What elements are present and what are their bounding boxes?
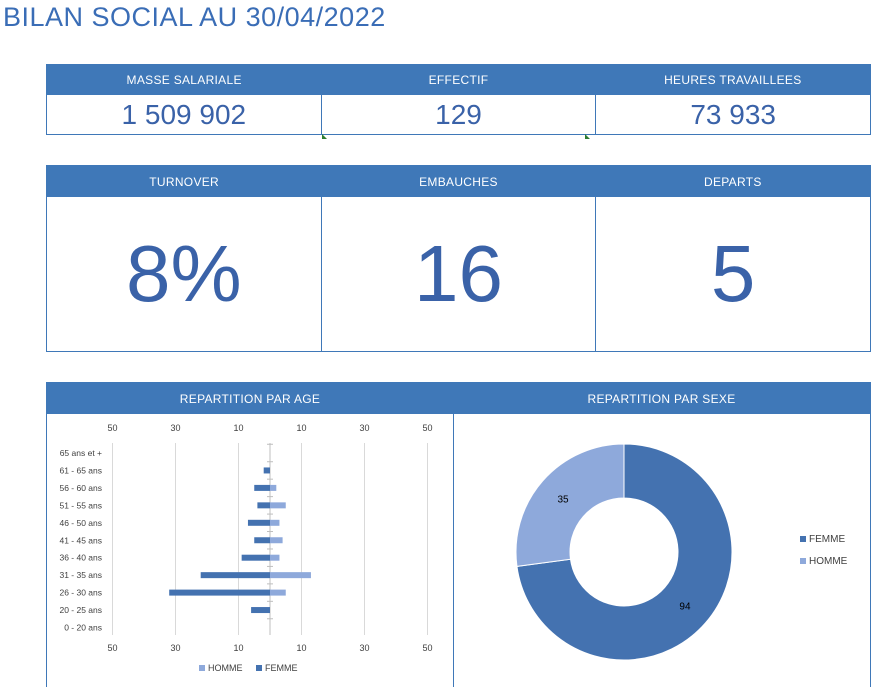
turnover-label: TURNOVER (149, 174, 220, 189)
category-label: 0 - 20 ans (64, 623, 102, 633)
femme-bar (241, 554, 270, 561)
category-label: 46 - 50 ans (59, 518, 102, 528)
femme-bar (169, 589, 270, 596)
category-label: 56 - 60 ans (59, 483, 102, 493)
x-tick-label-bottom: 50 (422, 643, 432, 653)
age-pyramid-chart: 50 50 30 30 10 10 10 10 30 30 50 50 65 ans et + 61 - … (59, 423, 432, 673)
chart-divider (453, 414, 454, 687)
category-label: 61 - 65 ans (59, 465, 102, 475)
masse-salariale-label: MASSE SALARIALE (126, 73, 242, 87)
age-chart-title: REPARTITION PAR AGE (179, 391, 321, 406)
cell-comment-marker (585, 134, 590, 139)
legend-label-femme: FEMME (809, 534, 845, 545)
legend-label-femme: FEMME (265, 663, 298, 673)
homme-bar (270, 537, 283, 544)
x-tick-label-top: 10 (296, 423, 306, 433)
kpi-header-bottom: TURNOVER EMBAUCHES DEPARTS (47, 166, 870, 197)
page-title: BILAN SOCIAL AU 30/04/2022 (3, 2, 386, 32)
category-label: 41 - 45 ans (59, 535, 102, 545)
category-label: 51 - 55 ans (59, 500, 102, 510)
x-tick-label-top: 50 (107, 423, 117, 433)
femme-bar (254, 537, 270, 544)
heures-travaillees-label: HEURES TRAVAILLEES (664, 73, 802, 87)
x-tick-label-bottom: 10 (296, 643, 306, 653)
x-tick-label-bottom: 30 (359, 643, 369, 653)
x-tick-label-top: 50 (422, 423, 432, 433)
homme-bar (270, 554, 280, 561)
femme-bar (247, 519, 270, 526)
homme-bar (270, 589, 286, 596)
x-tick-label-bottom: 10 (233, 643, 243, 653)
data-label: 35 (557, 495, 569, 506)
legend-swatch-femme (256, 665, 262, 671)
x-tick-label-bottom: 50 (107, 643, 117, 653)
legend-label-homme: HOMME (809, 556, 848, 567)
kpi-panel-bottom: TURNOVER EMBAUCHES DEPARTS 8% 16 5 (46, 165, 871, 352)
category-label: 65 ans et + (60, 448, 102, 458)
sex-chart-title: REPARTITION PAR SEXE (587, 391, 736, 406)
x-tick-label-top: 30 (170, 423, 180, 433)
homme-bar (270, 519, 280, 526)
heures-travaillees-value: 73 933 (595, 95, 870, 134)
category-label: 31 - 35 ans (59, 570, 102, 580)
x-tick-label-top: 10 (233, 423, 243, 433)
homme-bar (270, 484, 277, 491)
x-tick-label-top: 30 (359, 423, 369, 433)
departs-label: DEPARTS (703, 174, 762, 189)
data-label: 94 (679, 601, 691, 612)
departs-value: 5 (595, 197, 870, 351)
category-label: 36 - 40 ans (59, 553, 102, 563)
charts-panel: REPARTITION PAR AGE REPARTITION PAR SEXE (46, 382, 871, 687)
cell-comment-marker (322, 134, 327, 139)
sex-donut-chart: 94 35 FEMME HOMME (515, 443, 848, 661)
homme-slice (515, 443, 625, 567)
homme-bar (270, 572, 311, 579)
legend-swatch-femme (800, 536, 806, 542)
homme-bar (270, 502, 286, 509)
kpi-header-top: MASSE SALARIALE EFFECTIF HEURES TRAVAILL… (47, 65, 870, 95)
femme-bar (200, 572, 270, 579)
kpi-panel-top: MASSE SALARIALE EFFECTIF HEURES TRAVAILL… (46, 64, 871, 135)
legend-label-homme: HOMME (208, 663, 243, 673)
embauches-value: 16 (320, 197, 596, 351)
category-label: 20 - 25 ans (59, 605, 102, 615)
femme-bar (254, 484, 270, 491)
legend-swatch-homme (199, 665, 205, 671)
effectif-label: EFFECTIF (428, 73, 489, 87)
turnover-value: 8% (126, 229, 242, 318)
embauches-label: EMBAUCHES (419, 174, 498, 189)
charts-header: REPARTITION PAR AGE REPARTITION PAR SEXE (47, 383, 870, 414)
effectif-value: 129 (320, 95, 596, 134)
femme-bar (257, 502, 270, 509)
category-label: 26 - 30 ans (59, 588, 102, 598)
femme-bar (251, 607, 270, 614)
legend-swatch-homme (800, 558, 806, 564)
femme-bar (263, 467, 270, 474)
masse-salariale-value: 1 509 902 (121, 98, 247, 130)
x-tick-label-bottom: 30 (170, 643, 180, 653)
femme-slice (516, 443, 733, 661)
